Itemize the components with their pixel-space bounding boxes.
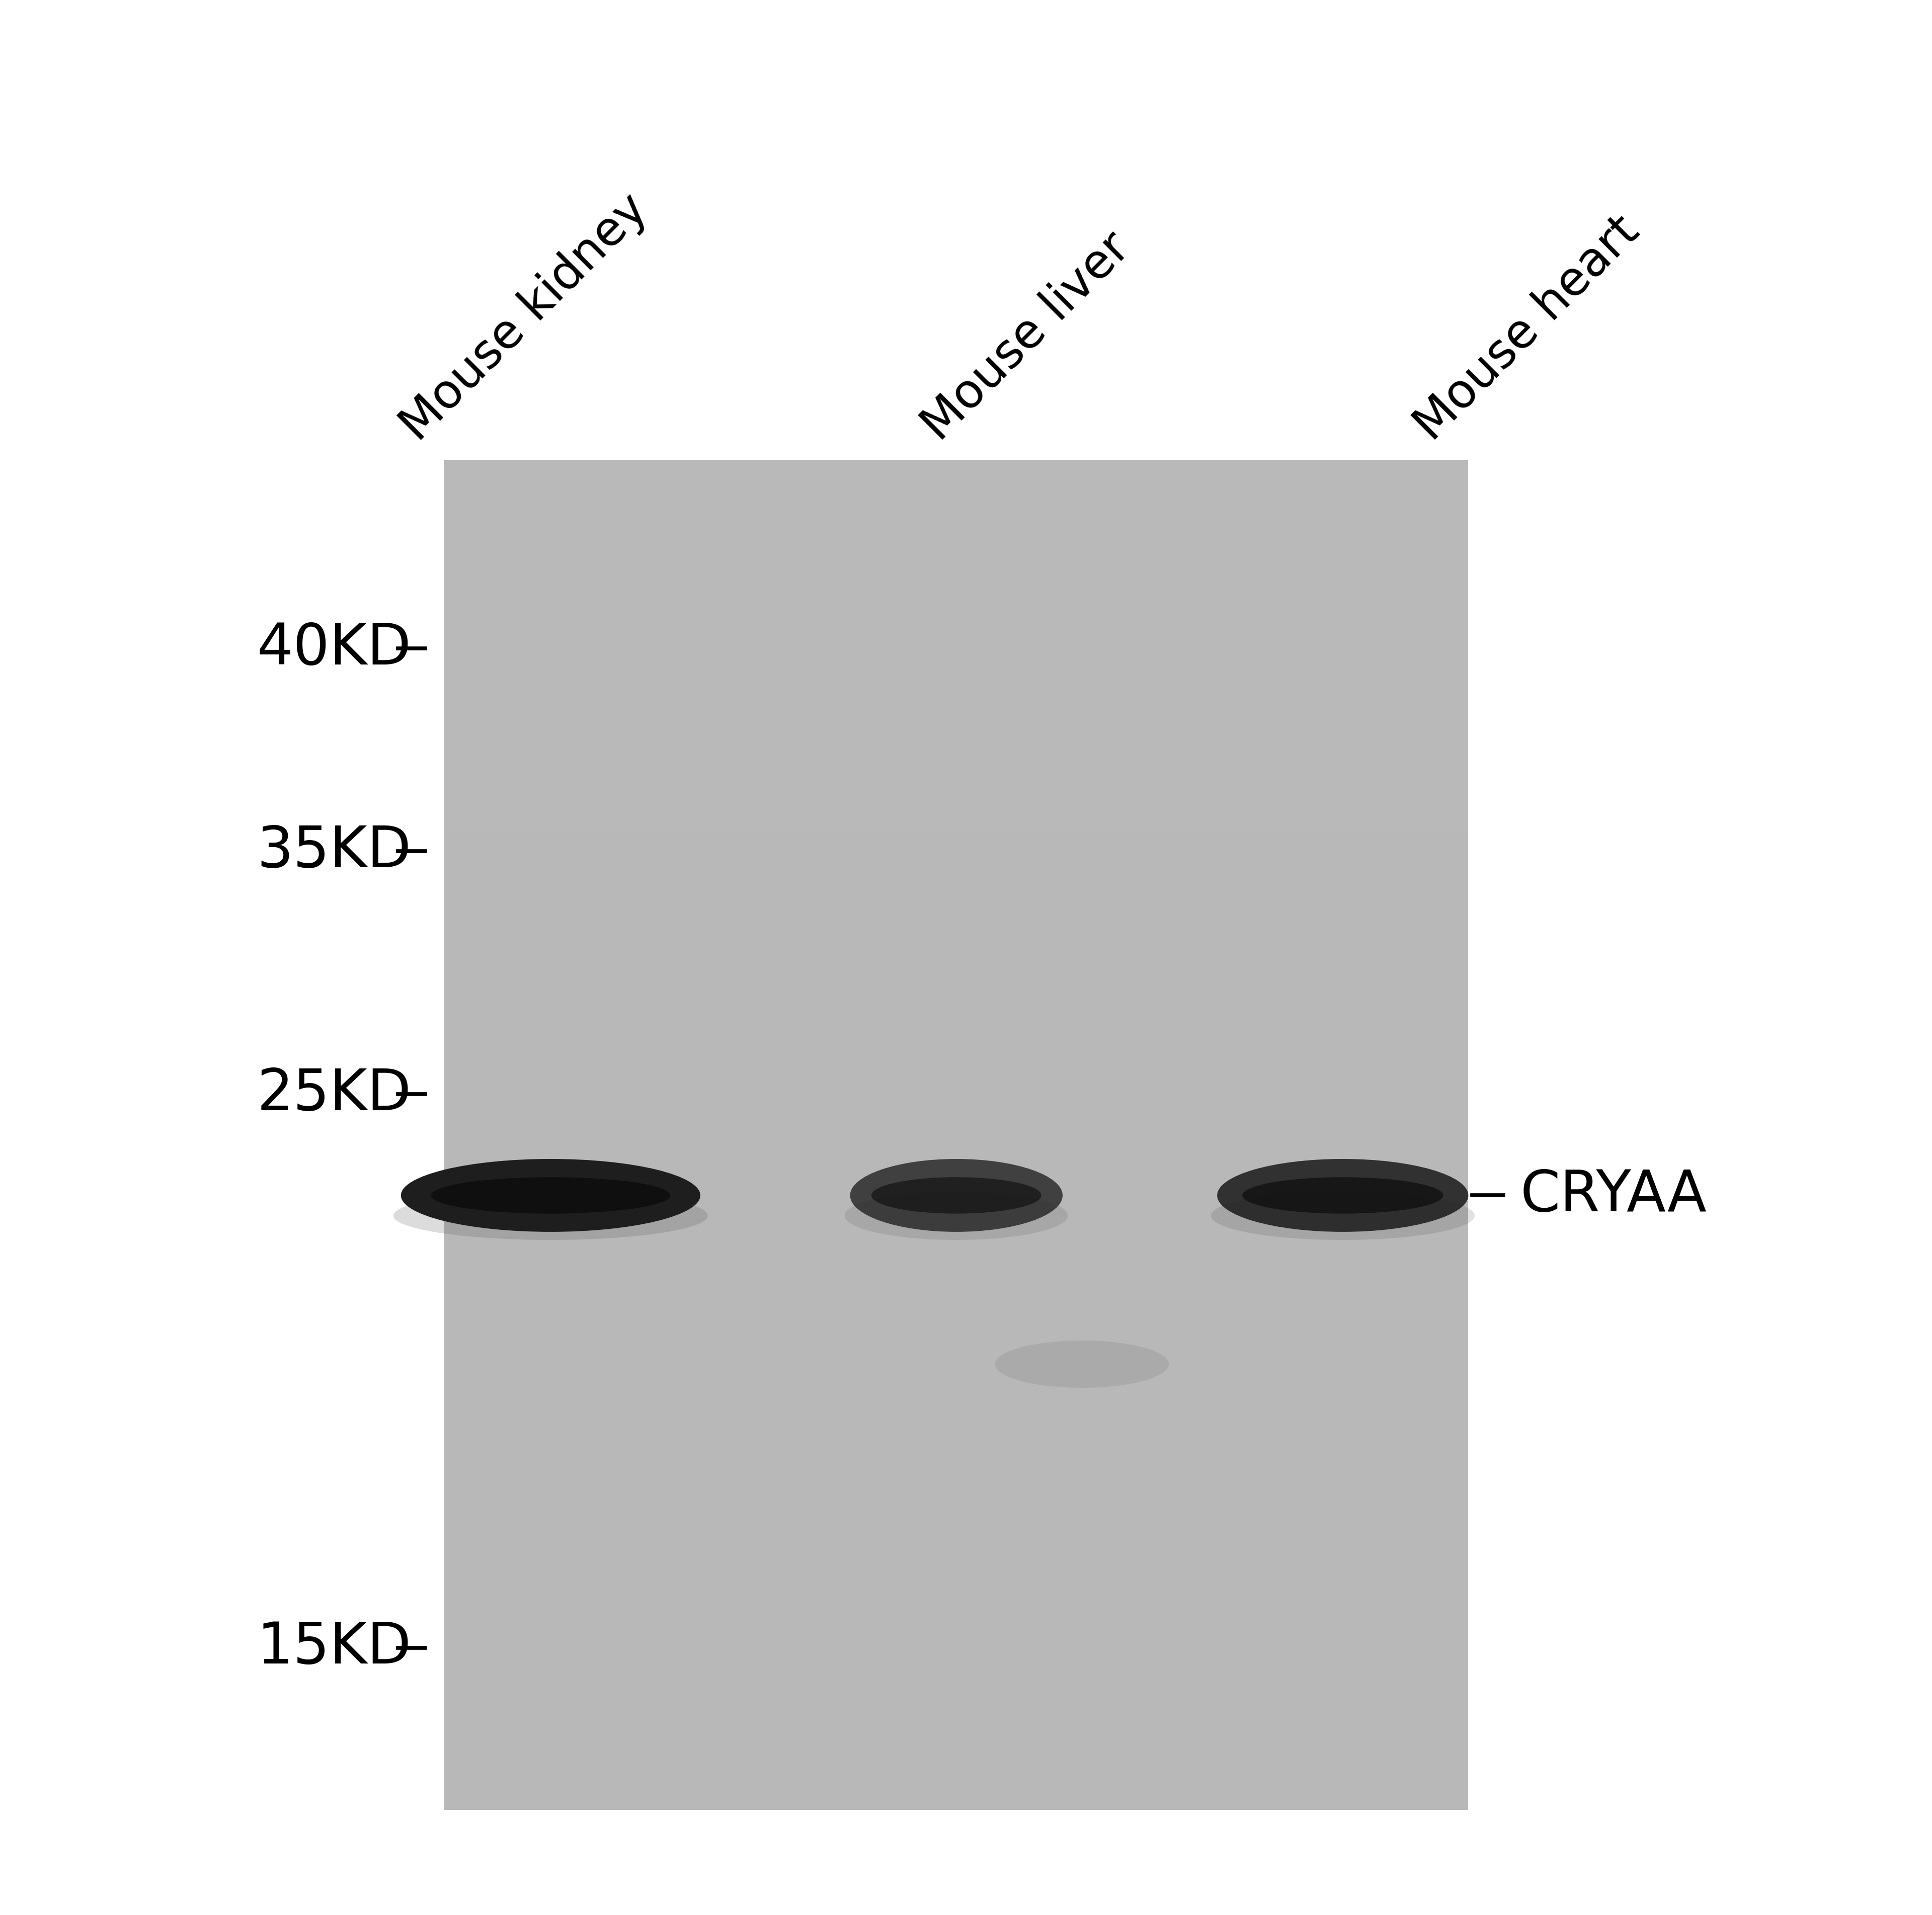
- FancyBboxPatch shape: [444, 781, 1468, 806]
- FancyBboxPatch shape: [444, 484, 1468, 509]
- FancyBboxPatch shape: [444, 657, 1468, 682]
- Text: 40KD: 40KD: [257, 620, 412, 676]
- FancyBboxPatch shape: [444, 1103, 1468, 1128]
- FancyBboxPatch shape: [444, 1078, 1468, 1103]
- FancyBboxPatch shape: [444, 979, 1468, 1003]
- Text: 15KD: 15KD: [257, 1620, 412, 1676]
- Ellipse shape: [400, 1159, 699, 1231]
- FancyBboxPatch shape: [444, 1128, 1468, 1153]
- FancyBboxPatch shape: [444, 1178, 1468, 1203]
- FancyBboxPatch shape: [444, 509, 1468, 534]
- FancyBboxPatch shape: [444, 559, 1468, 584]
- Ellipse shape: [1217, 1159, 1468, 1231]
- Text: Mouse heart: Mouse heart: [1406, 209, 1648, 450]
- FancyBboxPatch shape: [444, 831, 1468, 856]
- FancyBboxPatch shape: [444, 1053, 1468, 1078]
- Ellipse shape: [850, 1159, 1063, 1231]
- Ellipse shape: [431, 1178, 670, 1214]
- FancyBboxPatch shape: [444, 856, 1468, 881]
- FancyBboxPatch shape: [444, 632, 1468, 657]
- FancyBboxPatch shape: [444, 806, 1468, 831]
- FancyBboxPatch shape: [444, 609, 1468, 632]
- Ellipse shape: [1242, 1178, 1443, 1214]
- Ellipse shape: [995, 1340, 1169, 1388]
- FancyBboxPatch shape: [444, 756, 1468, 781]
- Text: CRYAA: CRYAA: [1520, 1168, 1708, 1224]
- FancyBboxPatch shape: [444, 1028, 1468, 1053]
- FancyBboxPatch shape: [444, 956, 1468, 979]
- FancyBboxPatch shape: [444, 682, 1468, 707]
- FancyBboxPatch shape: [444, 906, 1468, 931]
- FancyBboxPatch shape: [444, 584, 1468, 609]
- FancyBboxPatch shape: [444, 881, 1468, 906]
- Text: 35KD: 35KD: [257, 823, 412, 879]
- Text: 25KD: 25KD: [257, 1067, 412, 1122]
- FancyBboxPatch shape: [444, 707, 1468, 732]
- FancyBboxPatch shape: [444, 1153, 1468, 1178]
- FancyBboxPatch shape: [444, 534, 1468, 559]
- Ellipse shape: [871, 1178, 1041, 1214]
- Text: Mouse liver: Mouse liver: [914, 224, 1140, 450]
- FancyBboxPatch shape: [444, 732, 1468, 756]
- FancyBboxPatch shape: [444, 460, 1468, 1810]
- Ellipse shape: [1211, 1191, 1474, 1239]
- Text: Mouse kidney: Mouse kidney: [392, 186, 657, 450]
- FancyBboxPatch shape: [444, 931, 1468, 956]
- FancyBboxPatch shape: [444, 1003, 1468, 1028]
- FancyBboxPatch shape: [444, 460, 1468, 484]
- Ellipse shape: [394, 1191, 707, 1239]
- Ellipse shape: [844, 1191, 1068, 1239]
